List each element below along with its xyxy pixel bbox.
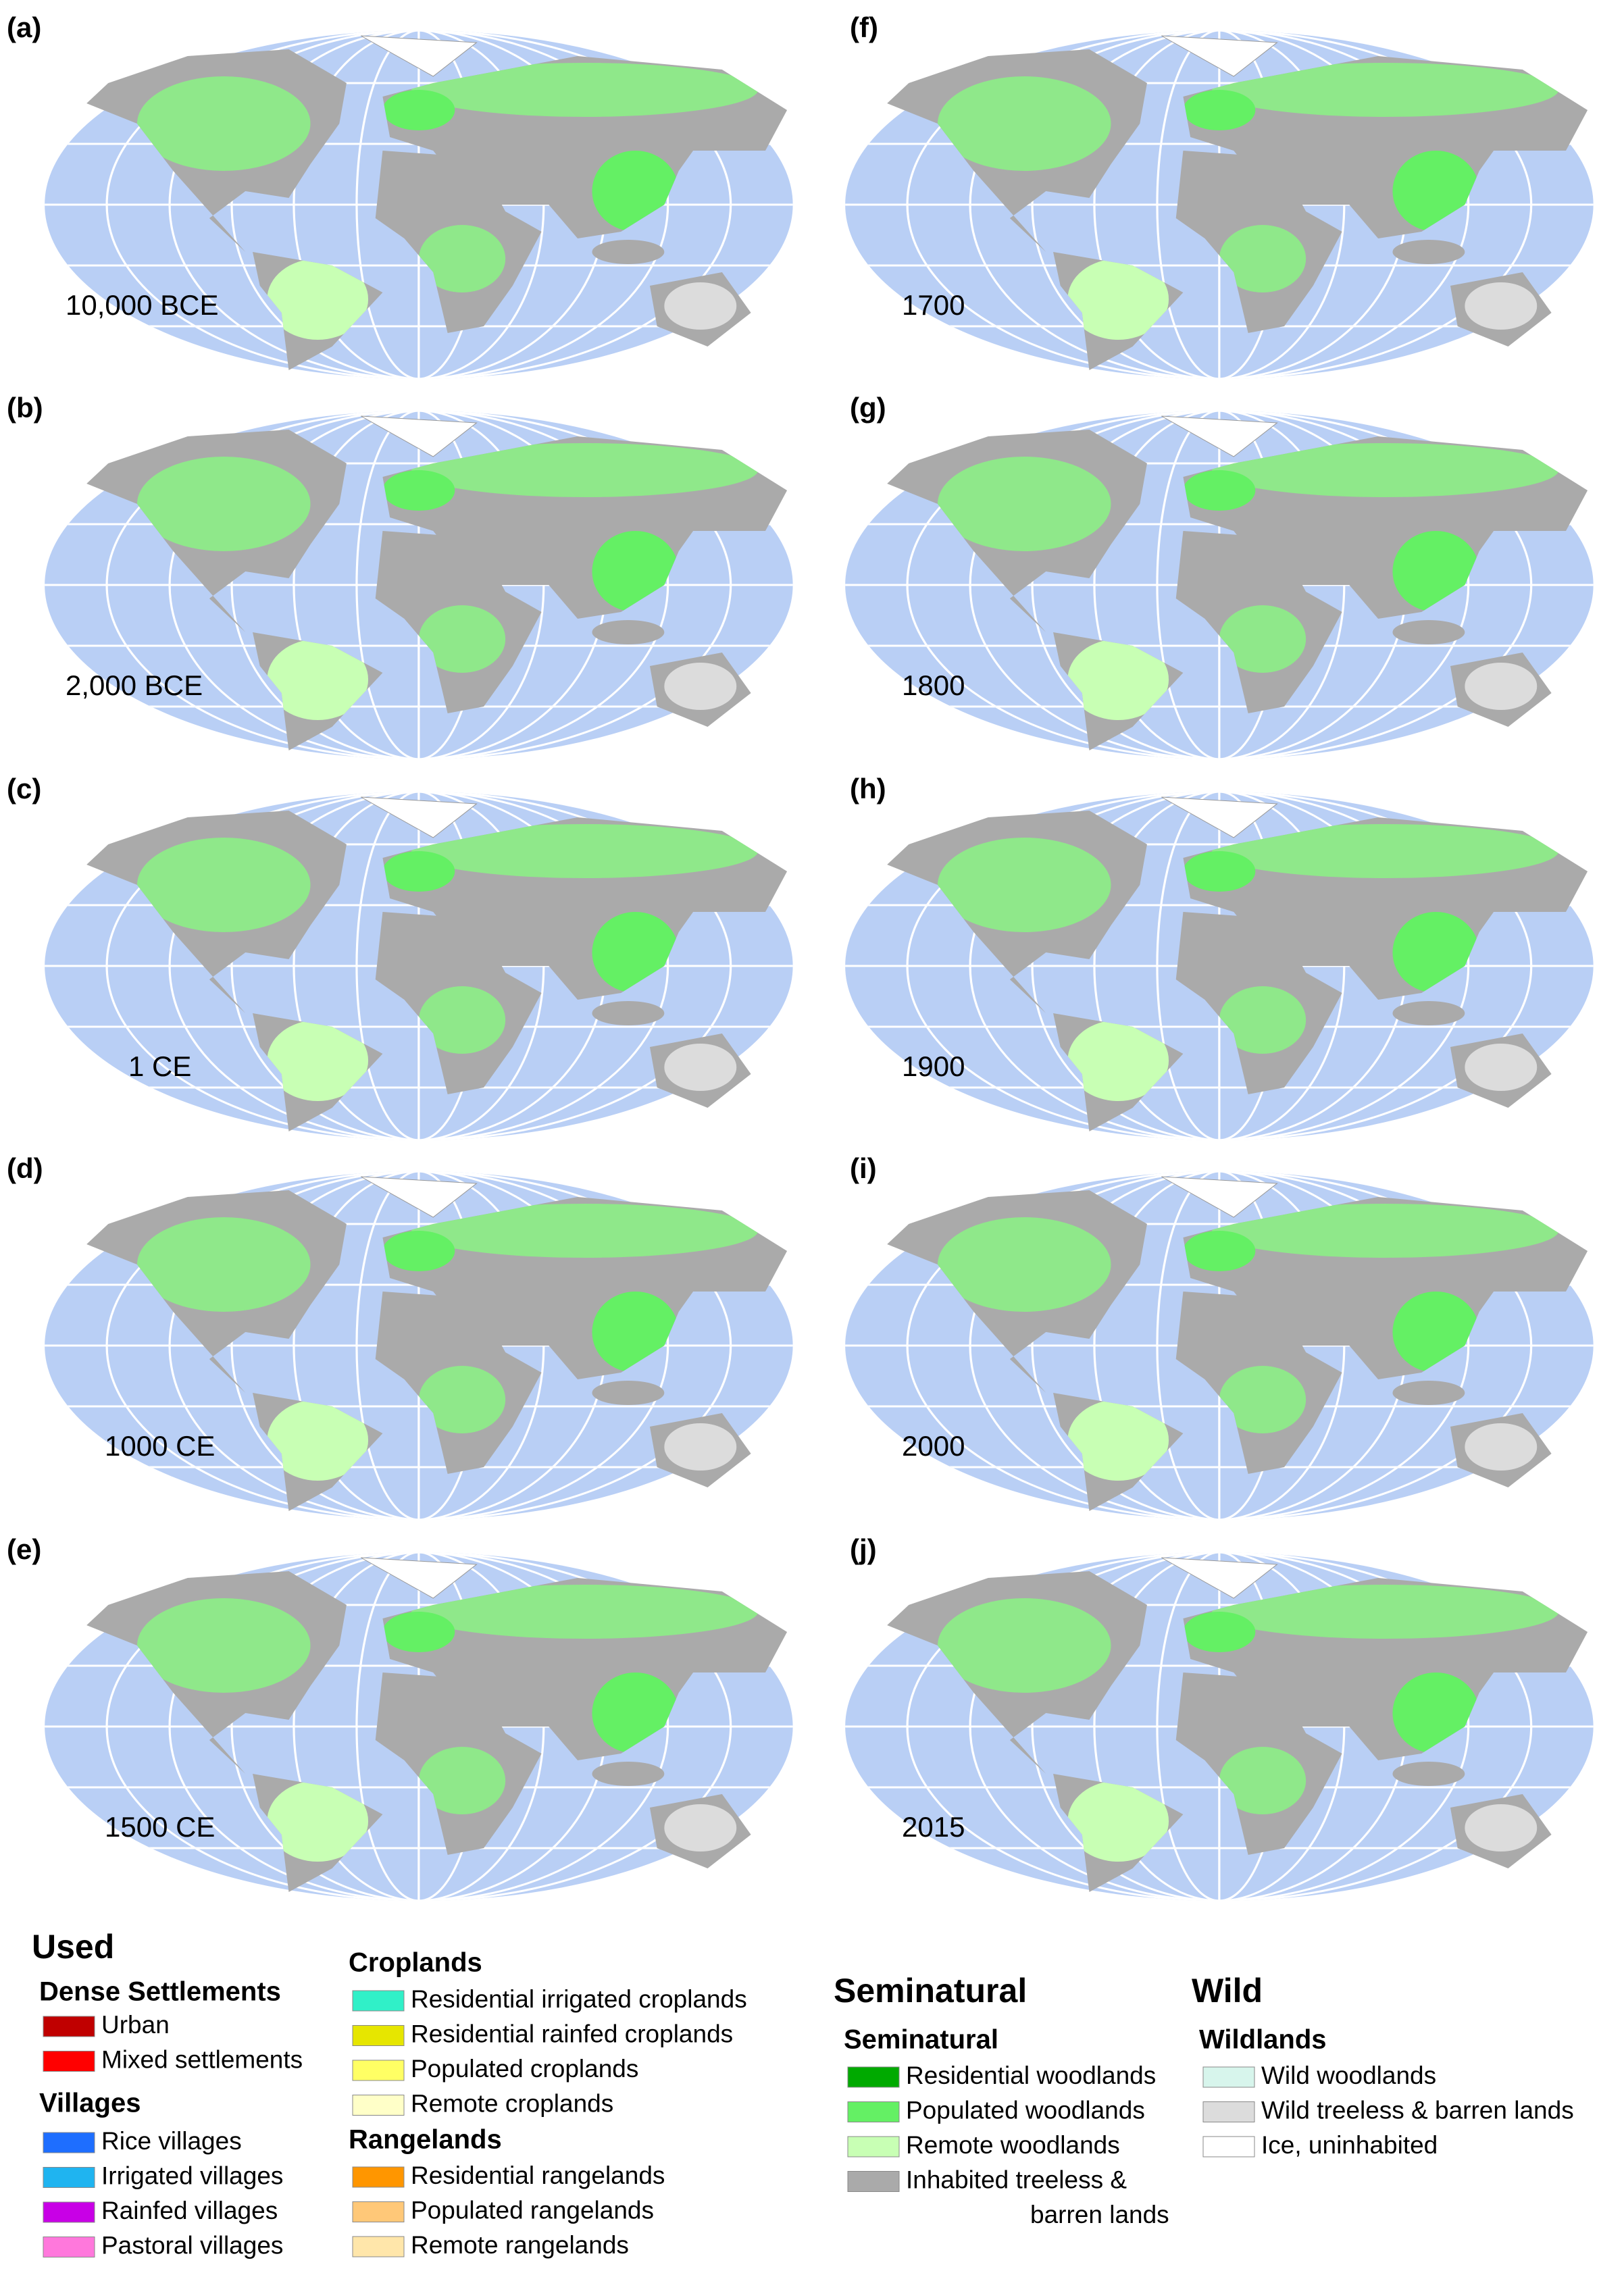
legend-item-label: Residential woodlands [906, 2062, 1156, 2089]
panel-label: (b) [7, 392, 43, 424]
world-map [43, 409, 794, 761]
panel-label: (j) [850, 1533, 877, 1565]
legend-item-label: Remote rangelands [411, 2231, 629, 2259]
year-label: 1500 CE [105, 1811, 215, 1843]
map-panels: (a) 10,000 BCE (b) 2,000 BCE (c) 1 CE (d) 1000 … [7, 11, 1595, 1902]
legend-item-label: Rainfed villages [101, 2197, 278, 2224]
panel-label: (a) [7, 11, 41, 43]
legend-swatch [43, 2051, 95, 2072]
legend-swatch [352, 1990, 405, 2012]
map-panel: (b) 2,000 BCE [7, 392, 794, 761]
legend-group-title: Villages [39, 2089, 141, 2118]
legend-item-label: Residential rainfed croplands [411, 2020, 733, 2047]
panel-label: (f) [850, 11, 878, 43]
legend-item-label: barren lands [1030, 2201, 1169, 2228]
legend-item-label: Wild treeless & barren lands [1261, 2096, 1574, 2124]
legend-item-label: Inhabited treeless & [906, 2166, 1127, 2193]
legend-swatch [847, 2136, 900, 2157]
year-label: 1900 [902, 1050, 965, 1082]
world-map [844, 29, 1595, 380]
map-panel: (f) 1700 [844, 11, 1595, 380]
legend-swatch [1202, 2066, 1255, 2088]
legend-item-label: Urban [101, 2011, 170, 2039]
map-panel: (i) 2000 [844, 1152, 1595, 1521]
map-panel: (c) 1 CE [7, 773, 794, 1142]
legend-item-label: Ice, uninhabited [1261, 2131, 1438, 2159]
legend-swatch [352, 2025, 405, 2046]
panel-label: (d) [7, 1152, 43, 1184]
legend-item-label: Populated rangelands [411, 2196, 654, 2224]
legend-swatch [847, 2101, 900, 2122]
map-panel: (h) 1900 [844, 773, 1595, 1142]
legend-item-label: Pastoral villages [101, 2231, 283, 2259]
panel-label: (g) [850, 392, 886, 424]
legend: Used Dense Settlements Urban Mixed settleme… [32, 1928, 1574, 2259]
legend-group-title: Croplands [349, 1948, 482, 1978]
panel-label: (h) [850, 773, 886, 805]
map-panel: (a) 10,000 BCE [7, 11, 794, 380]
world-map [43, 1170, 794, 1521]
map-panel: (e) 1500 CE [7, 1533, 794, 1902]
year-label: 10,000 BCE [66, 289, 219, 321]
legend-item-label: Residential irrigated croplands [411, 1985, 747, 2013]
legend-group-title: Wildlands [1199, 2025, 1327, 2055]
year-label: 1800 [902, 669, 965, 701]
legend-group-title: Rangelands [349, 2125, 502, 2155]
legend-section-title: Seminatural [834, 1972, 1027, 2010]
legend-group-title: Dense Settlements [39, 1977, 281, 2007]
legend-item-label: Irrigated villages [101, 2162, 283, 2189]
legend-item-label: Populated croplands [411, 2055, 638, 2083]
world-map [43, 1551, 794, 1902]
legend-swatch [352, 2060, 405, 2081]
legend-item-label: Populated woodlands [906, 2096, 1145, 2124]
legend-swatch [352, 2236, 405, 2257]
legend-swatch [43, 2201, 95, 2223]
legend-swatch [1202, 2136, 1255, 2157]
map-panel: (d) 1000 CE [7, 1152, 794, 1521]
world-map [844, 409, 1595, 761]
legend-swatch [43, 2016, 95, 2037]
panel-label: (i) [850, 1152, 877, 1184]
legend-item-label: Remote woodlands [906, 2131, 1120, 2159]
world-map [844, 1551, 1595, 1902]
year-label: 1000 CE [105, 1430, 215, 1462]
year-label: 2000 [902, 1430, 965, 1462]
legend-swatch [43, 2132, 95, 2153]
world-map [43, 790, 794, 1142]
legend-item-label: Mixed settlements [101, 2045, 303, 2073]
legend-swatch [43, 2167, 95, 2188]
legend-item-label: Remote croplands [411, 2089, 613, 2117]
world-map [844, 790, 1595, 1142]
year-label: 2,000 BCE [66, 669, 203, 701]
panel-label: (e) [7, 1533, 41, 1565]
legend-swatch [352, 2201, 405, 2222]
map-panel: (j) 2015 [844, 1533, 1595, 1902]
map-panel: (g) 1800 [844, 392, 1595, 761]
legend-swatch [352, 2095, 405, 2116]
legend-swatch [847, 2066, 900, 2088]
legend-swatch [847, 2171, 900, 2192]
legend-swatch [352, 2166, 405, 2188]
legend-item-label: Wild woodlands [1261, 2062, 1436, 2089]
legend-group-title: Seminatural [844, 2025, 998, 2055]
legend-section-title: Wild [1192, 1972, 1263, 2010]
year-label: 1700 [902, 289, 965, 321]
year-label: 2015 [902, 1811, 965, 1843]
year-label: 1 CE [128, 1050, 191, 1082]
legend-swatch [43, 2237, 95, 2257]
world-map [43, 29, 794, 380]
world-map [844, 1170, 1595, 1521]
legend-item-label: Residential rangelands [411, 2162, 665, 2189]
legend-swatch [1202, 2101, 1255, 2122]
legend-section-title: Used [32, 1928, 114, 1966]
legend-item-label: Rice villages [101, 2127, 242, 2155]
panel-label: (c) [7, 773, 41, 805]
